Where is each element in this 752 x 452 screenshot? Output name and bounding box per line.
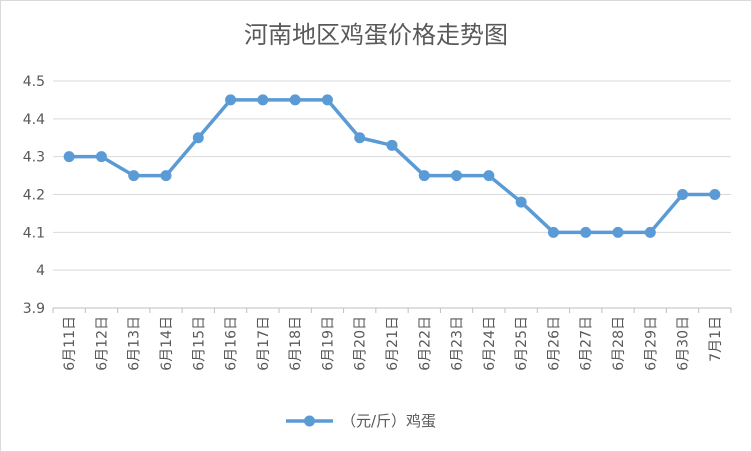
data-point <box>483 170 495 182</box>
x-tick-label: 6月22日 <box>417 316 433 371</box>
x-tick-label: 6月27日 <box>579 316 595 371</box>
x-tick-label: 6月15日 <box>191 316 207 371</box>
x-tick-label: 6月17日 <box>256 316 272 371</box>
data-point <box>160 170 172 182</box>
x-tick-label: 6月20日 <box>353 316 369 371</box>
series-line <box>69 98 715 235</box>
y-tick-label: 3.9 <box>23 301 45 317</box>
data-point <box>580 226 592 238</box>
x-tick-label: 6月25日 <box>514 316 530 371</box>
x-tick-label: 6月23日 <box>450 316 466 371</box>
y-tick-label: 4.3 <box>23 150 45 166</box>
x-tick-label: 6月24日 <box>482 316 498 371</box>
x-tick-label: 6月21日 <box>385 316 401 371</box>
x-tick-label: 6月11日 <box>62 316 78 371</box>
data-point <box>289 94 301 106</box>
y-tick-label: 4.5 <box>23 74 45 90</box>
data-point <box>451 170 463 182</box>
data-point <box>321 94 333 106</box>
chart-title: 河南地区鸡蛋价格走势图 <box>244 21 508 49</box>
x-tick-label: 6月13日 <box>127 316 143 371</box>
y-tick-label: 4.4 <box>23 112 45 128</box>
data-point <box>612 226 624 238</box>
x-tick-label: 6月28日 <box>611 316 627 371</box>
x-tick-label: 6月16日 <box>224 316 240 371</box>
x-tick-label: 6月14日 <box>159 316 175 371</box>
x-tick-label: 6月12日 <box>94 316 110 371</box>
x-tick-label: 6月30日 <box>676 316 692 371</box>
data-point <box>192 132 204 144</box>
x-tick-label: 6月26日 <box>546 316 562 371</box>
x-tick-label: 6月29日 <box>643 316 659 371</box>
data-point <box>644 226 656 238</box>
data-point <box>386 139 398 151</box>
x-tick-label: 7月1日 <box>708 316 724 362</box>
data-point <box>128 170 140 182</box>
data-point <box>225 94 237 106</box>
x-tick-label: 6月19日 <box>320 316 336 371</box>
x-tick-label: 6月18日 <box>288 316 304 371</box>
legend-label: （元/斤）鸡蛋 <box>341 412 436 430</box>
data-point <box>63 151 75 163</box>
data-point <box>257 94 269 106</box>
legend-marker <box>304 415 315 427</box>
y-tick-label: 4 <box>36 263 45 279</box>
y-tick-label: 4.1 <box>23 225 45 241</box>
y-tick-label: 4.2 <box>23 188 45 204</box>
data-point <box>354 132 366 144</box>
data-point <box>95 151 107 163</box>
data-point <box>418 170 430 182</box>
data-point <box>515 196 527 208</box>
data-point <box>677 189 689 200</box>
data-point <box>547 226 559 238</box>
data-point <box>709 189 721 200</box>
